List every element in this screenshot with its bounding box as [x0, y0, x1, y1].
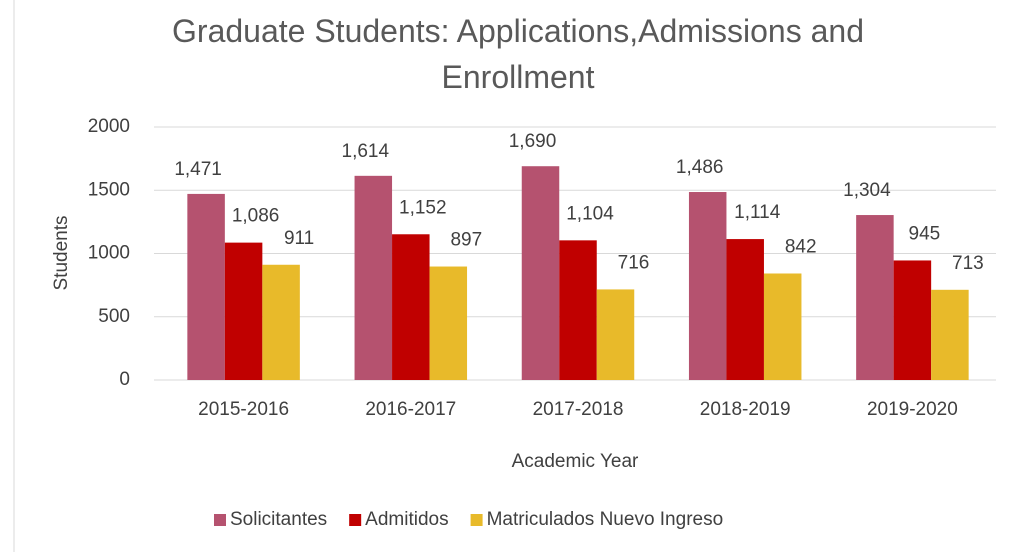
x-tick-label: 2017-2018 — [533, 399, 624, 420]
legend-label: Solicitantes — [230, 509, 327, 530]
data-label: 945 — [909, 223, 941, 244]
legend-swatch — [349, 514, 362, 526]
x-axis-title: Academic Year — [512, 451, 639, 472]
bar — [224, 242, 263, 380]
y-tick-label: 1500 — [88, 179, 130, 200]
legend-swatch — [470, 514, 483, 526]
y-tick-label: 500 — [98, 306, 130, 327]
data-label: 1,104 — [566, 203, 614, 224]
data-label: 716 — [618, 252, 650, 273]
data-label: 1,114 — [734, 202, 781, 223]
bar — [187, 193, 225, 380]
bar — [521, 166, 560, 380]
bar — [763, 273, 802, 380]
bar — [856, 215, 894, 380]
chart-title: Graduate Students: Applications,Admissio… — [172, 13, 864, 95]
bar — [354, 175, 393, 380]
x-tick-label: 2016-2017 — [365, 399, 456, 420]
data-label: 1,086 — [232, 206, 280, 227]
bar — [429, 266, 468, 380]
legend-label: Matriculados Nuevo Ingreso — [487, 509, 724, 530]
data-label: 911 — [284, 228, 314, 249]
bar — [893, 260, 932, 380]
y-tick-label: 1000 — [88, 243, 130, 264]
legend-label: Admitidos — [365, 509, 448, 530]
bar — [392, 234, 430, 380]
y-tick-label: 0 — [119, 369, 130, 390]
data-label: 1,690 — [509, 131, 557, 152]
bar — [931, 289, 969, 380]
data-label: 1,486 — [676, 157, 724, 178]
data-label: 713 — [952, 253, 984, 274]
x-tick-label: 2019-2020 — [867, 399, 958, 420]
bar — [262, 264, 300, 380]
bar — [559, 240, 597, 380]
bar — [688, 192, 727, 380]
data-label: 842 — [785, 237, 817, 258]
bar — [596, 289, 635, 380]
data-label: 1,614 — [342, 141, 390, 162]
data-label: 1,304 — [843, 180, 891, 201]
y-tick-label: 2000 — [88, 116, 130, 137]
data-label: 1,471 — [174, 159, 222, 180]
data-label: 897 — [450, 230, 482, 251]
legend-swatch — [214, 514, 226, 526]
bar — [726, 239, 764, 380]
data-label: 1,152 — [399, 197, 447, 218]
y-axis-title: Students — [51, 216, 72, 291]
x-tick-label: 2018-2019 — [700, 399, 791, 420]
x-tick-label: 2015-2016 — [198, 399, 289, 420]
